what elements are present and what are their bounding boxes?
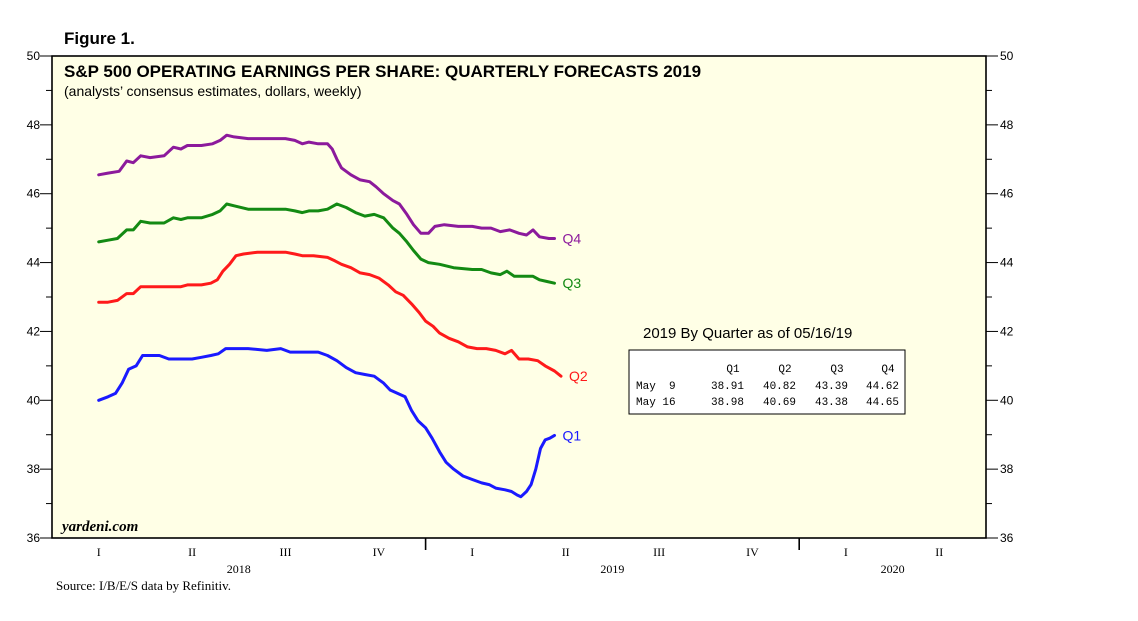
x-quarter-label: II	[188, 545, 196, 559]
plot-area	[51, 55, 987, 539]
x-year-label: 2018	[227, 562, 251, 576]
y-tick-label-right: 40	[1000, 393, 1014, 407]
y-tick-label-right: 48	[1000, 118, 1014, 132]
x-quarter-label: III	[653, 545, 665, 559]
brand-watermark: yardeni.com	[60, 519, 138, 535]
x-quarter-label: I	[470, 545, 474, 559]
x-quarter-label: III	[280, 545, 292, 559]
x-quarter-label: I	[97, 545, 101, 559]
y-tick-label-left: 42	[27, 324, 41, 338]
y-tick-label-left: 46	[27, 187, 41, 201]
series-label-q3: Q3	[562, 275, 581, 291]
y-axis-right: 36 38 40 42 44 46 48 50	[986, 49, 1014, 545]
table-row-label: May 16	[636, 397, 676, 409]
figure-label: Figure 1.	[64, 29, 135, 48]
y-tick-label-left: 48	[27, 118, 41, 132]
table-box	[628, 349, 906, 415]
table-cell: 43.38	[815, 397, 848, 409]
y-tick-label-right: 42	[1000, 324, 1014, 338]
table-col-header: Q3	[830, 364, 843, 376]
table-row-label: May 9	[636, 381, 676, 393]
table-col-header: Q2	[778, 364, 791, 376]
y-tick-label-right: 44	[1000, 256, 1014, 270]
x-year-label: 2019	[600, 562, 624, 576]
table-cell: 43.39	[815, 381, 848, 393]
series-label-q2: Q2	[569, 368, 588, 384]
series-label-q1: Q1	[562, 427, 581, 443]
table-cell: 38.91	[711, 381, 744, 393]
y-tick-label-left: 36	[27, 531, 41, 545]
source-note: Source: I/B/E/S data by Refinitiv.	[56, 578, 231, 593]
y-tick-label-right: 38	[1000, 462, 1014, 476]
table-col-header: Q1	[726, 364, 740, 376]
table-cell: 38.98	[711, 397, 744, 409]
y-tick-label-left: 44	[27, 256, 41, 270]
y-tick-label-left: 50	[27, 49, 41, 63]
y-tick-label-left: 38	[27, 462, 41, 476]
table-title: 2019 By Quarter as of 05/16/19	[643, 325, 852, 342]
y-tick-label-right: 50	[1000, 49, 1014, 63]
y-axis-left: 36 38 40 42 44 46 48 50	[27, 49, 52, 545]
x-quarter-label: IV	[746, 545, 759, 559]
table-col-header: Q4	[881, 364, 895, 376]
chart-subtitle: (analysts’ consensus estimates, dollars,…	[64, 83, 362, 99]
table-cell: 40.69	[763, 397, 796, 409]
table-cell: 40.82	[763, 381, 796, 393]
series-line-q2	[97, 250, 563, 378]
x-quarter-label: IV	[373, 545, 386, 559]
table-cell: 44.62	[866, 381, 899, 393]
x-quarter-label: II	[562, 545, 570, 559]
series-label-q4: Q4	[562, 230, 581, 246]
chart-title: S&P 500 OPERATING EARNINGS PER SHARE: QU…	[64, 62, 701, 81]
series-line-q1	[97, 347, 556, 499]
y-tick-label-right: 36	[1000, 531, 1014, 545]
series-line-q3	[97, 202, 556, 285]
table-cell: 44.65	[866, 397, 899, 409]
x-quarter-label: I	[844, 545, 848, 559]
x-year-label: 2020	[881, 562, 905, 576]
y-tick-label-right: 46	[1000, 187, 1014, 201]
y-tick-label-left: 40	[27, 393, 41, 407]
series-group: Q4 Q3 Q2 Q1	[97, 133, 588, 499]
data-table: 2019 By Quarter as of 05/16/19 Q1 Q2 Q3 …	[628, 325, 906, 415]
series-line-q4	[97, 133, 556, 240]
x-quarter-label: II	[935, 545, 943, 559]
